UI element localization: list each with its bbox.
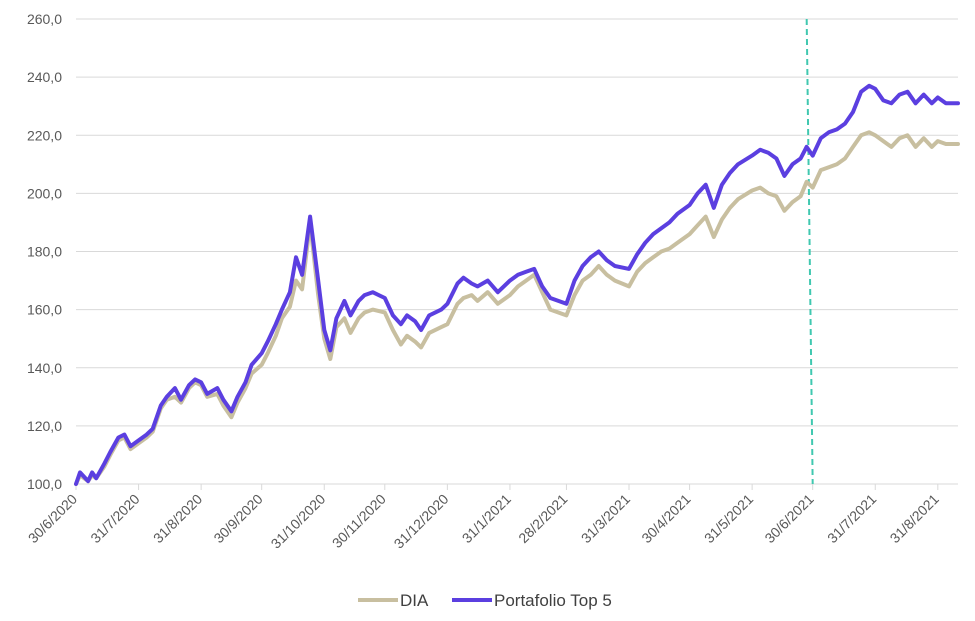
x-tick-label: 30/6/2021 <box>761 491 817 547</box>
y-tick-label: 160,0 <box>27 302 62 318</box>
x-tick-label: 30/11/2020 <box>329 491 389 551</box>
y-tick-label: 200,0 <box>27 185 62 201</box>
series-line-1 <box>74 83 960 486</box>
x-tick-label: 31/8/2021 <box>887 491 943 547</box>
y-tick-label: 220,0 <box>27 127 62 143</box>
x-tick-label: 30/9/2020 <box>210 491 266 547</box>
series-line-0 <box>74 130 960 486</box>
x-tick-label: 31/12/2020 <box>391 491 452 552</box>
reference-dashed-line <box>805 18 814 485</box>
x-tick-label: 30/4/2021 <box>638 491 694 547</box>
grid-lines <box>76 18 958 485</box>
x-tick-label: 30/6/2020 <box>25 491 81 547</box>
x-tick-label: 31/1/2021 <box>459 491 515 547</box>
legend-label-0: DIA <box>400 591 429 610</box>
legend-label-1: Portafolio Top 5 <box>494 591 612 610</box>
x-tick-label: 28/2/2021 <box>515 491 571 547</box>
y-tick-label: 260,0 <box>27 11 62 27</box>
y-tick-label: 100,0 <box>27 476 62 492</box>
y-tick-label: 140,0 <box>27 360 62 376</box>
y-axis-ticks: 100,0 120,0 140,0 160,0 180,0 200,0 220,0 240,0… <box>27 11 62 492</box>
x-tick-label: 31/8/2020 <box>150 491 206 547</box>
y-tick-label: 240,0 <box>27 69 62 85</box>
x-tick-label: 31/7/2021 <box>824 491 880 547</box>
x-tick-label: 31/5/2021 <box>701 491 757 547</box>
x-tick-label: 31/10/2020 <box>268 491 329 552</box>
x-tick-label: 31/7/2020 <box>87 491 143 547</box>
y-tick-label: 120,0 <box>27 418 62 434</box>
x-axis-ticks: 30/6/2020 31/7/2020 31/8/2020 30/9/2020 31/1… <box>25 484 942 552</box>
series-layer <box>74 83 960 486</box>
x-tick-label: 31/3/2021 <box>578 491 634 547</box>
reference-line-layer <box>805 18 814 485</box>
y-tick-label: 180,0 <box>27 244 62 260</box>
legend: DIA Portafolio Top 5 <box>358 591 612 610</box>
